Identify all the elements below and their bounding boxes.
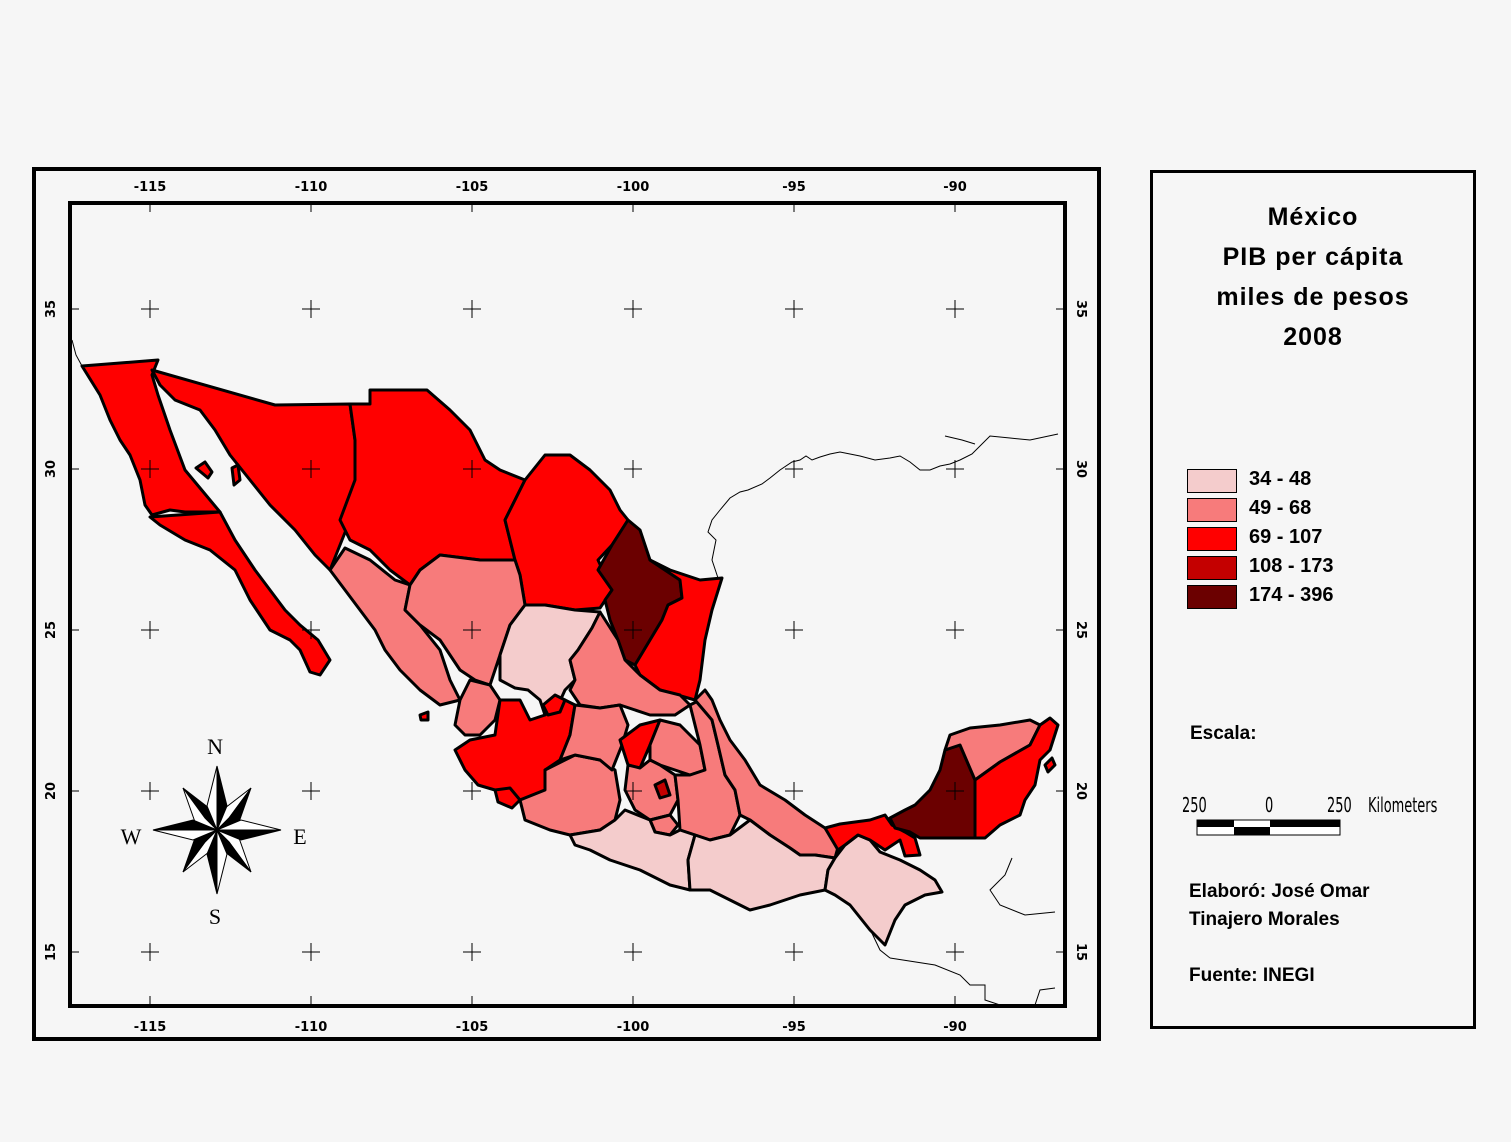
- state-baja-california-sur: [148, 510, 332, 677]
- graticule-ticks: [72, 205, 1063, 1004]
- lat-label: 25: [44, 621, 59, 639]
- state-chihuahua: [338, 388, 527, 587]
- state-baja-california: [80, 358, 222, 517]
- state-chiapas: [823, 833, 944, 947]
- state-guanajuato: [558, 703, 630, 772]
- longitude-labels-bottom: -115 -110 -105 -100 -95 -90: [134, 1020, 967, 1035]
- latitude-labels-right: 35 30 25 20 15: [1073, 300, 1088, 961]
- legend-title-line: PIB per cápita: [1222, 243, 1404, 271]
- legend-label: 49 - 68: [1249, 497, 1312, 519]
- island-tres-marias: [418, 710, 430, 722]
- lat-label: 35: [44, 300, 59, 318]
- scale-zero-value: 0: [1265, 793, 1274, 817]
- legend-label: 34 - 48: [1249, 468, 1312, 490]
- lon-label: -100: [617, 1020, 650, 1035]
- inner-neatline: [68, 201, 1067, 1008]
- longitude-labels-top: -115 -110 -105 -100 -95 -90: [134, 180, 967, 195]
- lon-label: -105: [456, 1020, 489, 1035]
- compass-east-label: E: [293, 824, 306, 849]
- legend-label: 108 - 173: [1249, 555, 1334, 577]
- lat-label: 30: [1073, 460, 1088, 478]
- lon-label: -105: [456, 180, 489, 195]
- lon-label: -95: [782, 1020, 806, 1035]
- scale-heading: Escala:: [1190, 723, 1257, 744]
- legend-title-line: México: [1267, 203, 1359, 231]
- lon-label: -110: [295, 1020, 328, 1035]
- scale-right-value: 250: [1327, 793, 1352, 817]
- lon-label: -110: [295, 180, 328, 195]
- compass-west-label: W: [121, 824, 142, 849]
- graticule-crosses: [141, 300, 964, 961]
- state-nayarit: [453, 678, 502, 737]
- legend-label: 174 - 396: [1249, 584, 1334, 606]
- compass-north-label: N: [207, 734, 223, 759]
- legend-swatch: [1187, 556, 1237, 580]
- state-aguascalientes: [541, 693, 567, 717]
- state-tabasco: [823, 813, 922, 858]
- lon-label: -95: [782, 180, 806, 195]
- lat-label: 15: [1073, 943, 1088, 961]
- lon-label: -90: [943, 1020, 967, 1035]
- map-frame: -115 -110 -105 -100 -95 -90 -115 -110 -1…: [32, 167, 1101, 1041]
- state-hidalgo: [648, 718, 707, 777]
- state-quintana-roo: [973, 716, 1060, 840]
- state-san-luis-potosi: [568, 610, 692, 717]
- state-sinaloa: [328, 546, 462, 707]
- legend-swatch: [1187, 498, 1237, 522]
- lat-label: 15: [44, 943, 59, 961]
- lon-label: -115: [134, 1020, 167, 1035]
- legend-swatch: [1187, 585, 1237, 609]
- legend-swatch: [1187, 469, 1237, 493]
- state-colima: [493, 786, 522, 810]
- scale-bar: [1196, 819, 1341, 836]
- island-cozumel: [1043, 756, 1057, 774]
- lat-label: 20: [44, 782, 59, 800]
- legend-panel: México PIB per cápita miles de pesos 200…: [1150, 170, 1476, 1029]
- lat-label: 35: [1073, 300, 1088, 318]
- author-line-2: Tinajero Morales: [1189, 909, 1340, 930]
- lat-label: 25: [1073, 621, 1088, 639]
- legend-title-line: 2008: [1283, 323, 1343, 351]
- island-angel-de-la-guarda: [230, 463, 242, 487]
- lon-label: -115: [134, 180, 167, 195]
- legend-swatch: [1187, 527, 1237, 551]
- latitude-labels-left: 35 30 25 20 15: [44, 300, 59, 961]
- map-canvas: -115 -110 -105 -100 -95 -90 -115 -110 -1…: [44, 180, 1088, 1035]
- lon-label: -100: [617, 180, 650, 195]
- source-label: Fuente: INEGI: [1189, 965, 1315, 986]
- island-tiburon: [194, 460, 214, 480]
- legend-title-line: miles de pesos: [1216, 283, 1410, 311]
- scale-left-value: 250: [1182, 793, 1207, 817]
- states: [80, 358, 1060, 947]
- state-distrito-federal: [653, 778, 672, 800]
- lon-label: -90: [943, 180, 967, 195]
- lat-label: 30: [44, 460, 59, 478]
- legend-label: 69 - 107: [1249, 526, 1323, 548]
- scale-unit: Kilometers: [1368, 793, 1438, 817]
- compass-rose-icon: N S E W: [121, 734, 307, 929]
- compass-south-label: S: [209, 904, 221, 929]
- reference-coastline: [71, 339, 1059, 1006]
- author-line-1: Elaboró: José Omar: [1189, 881, 1370, 902]
- lat-label: 20: [1073, 782, 1088, 800]
